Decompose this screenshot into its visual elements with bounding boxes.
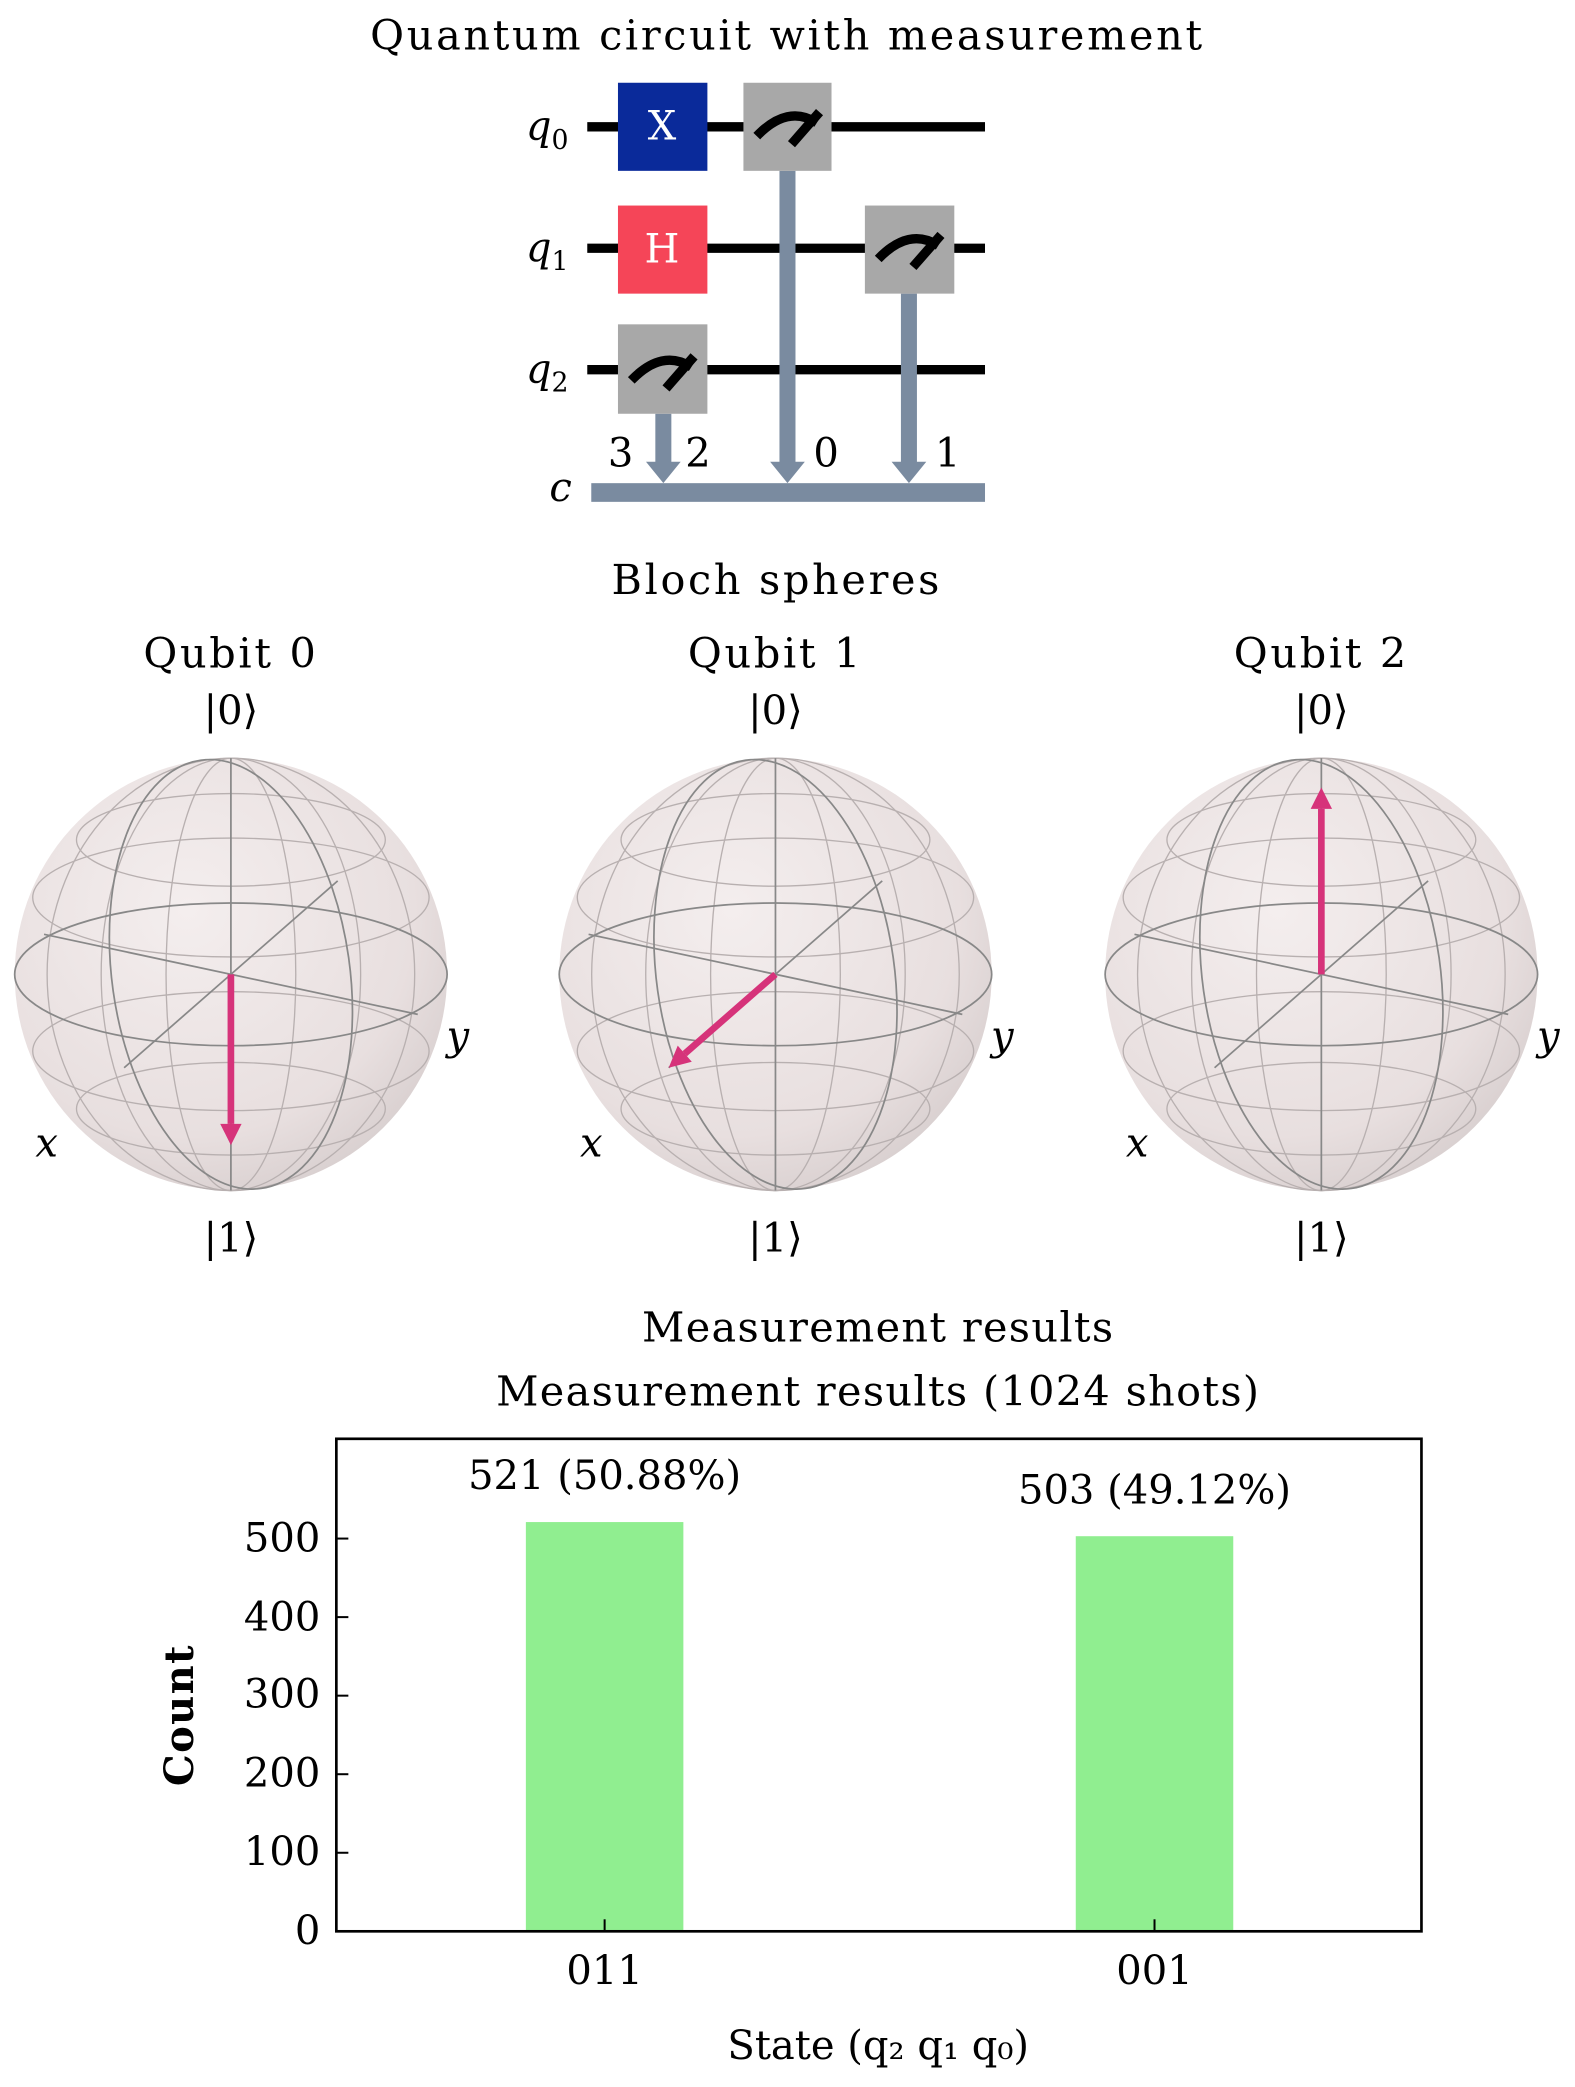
bar-data-label: 503 (49.12%) — [1017, 1467, 1292, 1515]
x-tick-label: 001 — [1116, 1947, 1193, 1995]
ket-0-label: |0⟩ — [748, 688, 803, 735]
classical-connector-q2 — [655, 413, 672, 465]
x-tick-label: 011 — [566, 1947, 643, 1995]
y-tick-label: 500 — [243, 1515, 321, 1562]
classical-register-line — [591, 483, 986, 502]
chart-title: Measurement results — [642, 1304, 1115, 1353]
qubit-label-q1: q1 — [525, 224, 569, 277]
h-gate — [617, 205, 708, 294]
y-tick-label: 0 — [294, 1907, 321, 1955]
arrowhead-icon — [1310, 787, 1333, 809]
arrowhead-icon — [668, 1045, 692, 1068]
classical-bit-label: 0 — [813, 430, 839, 478]
x-axis-label: x — [35, 1120, 59, 1168]
classical-label: c — [549, 465, 572, 512]
qubit-title: Qubit 1 — [687, 629, 864, 679]
qubit-title: Qubit 2 — [1233, 629, 1409, 679]
circuit-diagram — [587, 82, 986, 502]
y-tick-label: 100 — [243, 1829, 321, 1877]
bloch-sphere-0 — [13, 757, 448, 1192]
y-axis-label: Count — [156, 1644, 204, 1787]
bar-011 — [525, 1522, 684, 1932]
measure-gate-q2 — [617, 324, 708, 414]
arrow-icon — [891, 461, 927, 484]
classical-bit-label: 3 — [607, 430, 634, 478]
x-gate-label: X — [647, 103, 677, 151]
h-gate-label: H — [644, 226, 680, 273]
plot-frame — [335, 1437, 1423, 1933]
bloch-sphere-2 — [1104, 757, 1539, 1192]
bar-001 — [1075, 1536, 1234, 1932]
qubit-label-q0: q0 — [525, 103, 569, 156]
arrow-icon — [770, 461, 805, 484]
ket-1-label: |1⟩ — [748, 1215, 803, 1262]
measure-gate-q0 — [743, 82, 832, 171]
y-axis-label: y — [446, 1013, 470, 1061]
ket-0-label: |0⟩ — [203, 688, 259, 735]
y-tick-label: 300 — [243, 1672, 321, 1720]
ket-1-label: |1⟩ — [203, 1215, 259, 1262]
classical-bit-label: 1 — [934, 430, 961, 478]
ket-0-label: |0⟩ — [1294, 688, 1349, 735]
ket-1-label: |1⟩ — [1294, 1215, 1349, 1262]
y-axis-label: y — [991, 1013, 1014, 1061]
x-axis-label: State (q₂ q₁ q₀) — [727, 2022, 1030, 2070]
y-tick-label: 200 — [243, 1750, 321, 1798]
classical-connector-q0 — [779, 170, 796, 465]
qubit-label-q2: q2 — [525, 346, 569, 399]
bloch-spheres — [13, 757, 1539, 1192]
circuit-title: Quantum circuit with measurement — [370, 12, 1205, 61]
y-tick-label: 400 — [243, 1593, 321, 1641]
classical-connector-q1 — [900, 293, 917, 465]
arrowhead-icon — [220, 1123, 242, 1146]
y-axis-label: y — [1536, 1013, 1560, 1061]
qubit-title: Qubit 0 — [143, 629, 319, 679]
measure-gate-q1 — [864, 205, 955, 294]
classical-bit-label: 2 — [685, 430, 711, 478]
state-vector-arrow — [682, 971, 778, 1057]
arrow-icon — [645, 461, 681, 484]
x-axis-label: x — [1125, 1120, 1149, 1168]
x-axis-label: x — [579, 1120, 603, 1168]
chart-subtitle: Measurement results (1024 shots) — [496, 1368, 1261, 1417]
x-gate — [617, 82, 708, 171]
bar-data-label: 521 (50.88%) — [468, 1453, 742, 1501]
bloch-title: Bloch spheres — [611, 556, 943, 605]
bloch-sphere-1 — [558, 757, 993, 1192]
